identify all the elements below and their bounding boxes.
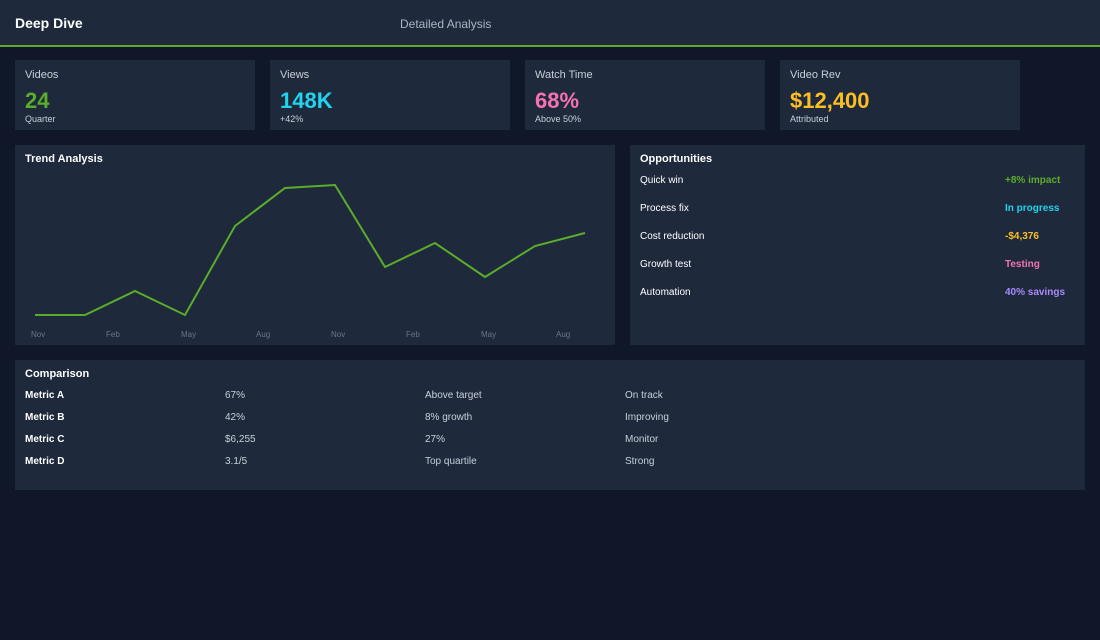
x-tick-label: May xyxy=(481,330,496,339)
comparison-cell: Metric A xyxy=(25,390,65,401)
kpi-label: Video Rev xyxy=(790,69,841,81)
comparison-cell: 3.1/5 xyxy=(225,456,248,467)
comparison-title: Comparison xyxy=(25,368,90,380)
kpi-card: Watch Time 68% Above 50% xyxy=(525,60,765,130)
opportunity-label: Cost reduction xyxy=(640,231,705,242)
opportunity-label: Growth test xyxy=(640,259,692,270)
kpi-value: 68% xyxy=(535,88,580,113)
x-tick-label: Feb xyxy=(106,330,120,339)
comparison-cell: 42% xyxy=(225,412,246,423)
comparison-cell: Top quartile xyxy=(425,456,477,467)
trend-panel: Trend Analysis Nov Feb May Aug Nov Feb May Aug xyxy=(15,145,615,345)
opportunity-label: Quick win xyxy=(640,175,684,186)
kpi-card: Views 148K +42% xyxy=(270,60,510,130)
comparison-cell: Metric B xyxy=(25,412,65,423)
opportunity-row: Growth test Testing xyxy=(640,259,1075,270)
header: Deep Dive Detailed Analysis xyxy=(0,0,1100,47)
opportunities-title: Opportunities xyxy=(640,153,713,165)
x-tick-label: Aug xyxy=(556,330,570,339)
comparison-cell: 8% growth xyxy=(425,412,473,423)
trend-line xyxy=(35,183,586,317)
x-tick-label: Nov xyxy=(331,330,345,339)
opportunity-status: -$4,376 xyxy=(1005,231,1039,242)
header-title: Deep Dive xyxy=(15,15,83,31)
kpi-card: Videos 24 Quarter xyxy=(15,60,255,130)
opportunity-label: Automation xyxy=(640,287,691,298)
kpi-value: 24 xyxy=(25,88,50,113)
opportunity-status: In progress xyxy=(1005,203,1060,214)
x-tick-label: Aug xyxy=(256,330,270,339)
x-tick-label: Nov xyxy=(31,330,45,339)
kpi-note: Attributed xyxy=(790,114,829,124)
opportunities-panel: Opportunities Quick win +8% impact Process… xyxy=(630,145,1085,345)
kpi-note: +42% xyxy=(280,114,304,124)
opportunity-row: Cost reduction -$4,376 xyxy=(640,231,1075,242)
kpi-label: Views xyxy=(280,69,310,81)
comparison-cell: Above target xyxy=(425,390,482,401)
kpi-note: Above 50% xyxy=(535,114,582,124)
opportunity-row: Quick win +8% impact xyxy=(640,175,1075,186)
opportunity-status: +8% impact xyxy=(1005,175,1061,186)
opportunity-row: Automation 40% savings xyxy=(640,287,1075,298)
comparison-cell: Monitor xyxy=(625,434,659,445)
kpi-card: Video Rev $12,400 Attributed xyxy=(780,60,1020,130)
kpi-value: $12,400 xyxy=(790,88,870,113)
comparison-cell: On track xyxy=(625,390,663,401)
opportunity-status: Testing xyxy=(1005,259,1040,270)
comparison-cell: Metric D xyxy=(25,456,65,467)
kpi-note: Quarter xyxy=(25,114,56,124)
x-tick-label: May xyxy=(181,330,196,339)
opportunity-status: 40% savings xyxy=(1005,287,1066,298)
comparison-cell: Metric C xyxy=(25,434,65,445)
header-subtitle: Detailed Analysis xyxy=(400,17,492,31)
opportunity-row: Process fix In progress xyxy=(640,203,1075,214)
comparison-cell: Improving xyxy=(625,412,669,423)
comparison-cell: Strong xyxy=(625,456,655,467)
comparison-panel: Comparison Metric A 67% Above target On tra… xyxy=(15,360,1085,490)
kpi-label: Watch Time xyxy=(535,69,593,81)
comparison-cell: 27% xyxy=(425,434,446,445)
x-tick-label: Feb xyxy=(406,330,420,339)
comparison-cell: $6,255 xyxy=(225,434,256,445)
kpi-label: Videos xyxy=(25,69,59,81)
trend-title: Trend Analysis xyxy=(25,153,103,165)
kpi-value: 148K xyxy=(280,88,333,113)
opportunity-label: Process fix xyxy=(640,203,689,214)
comparison-cell: 67% xyxy=(225,390,246,401)
trend-chart: Nov Feb May Aug Nov Feb May Aug xyxy=(31,183,586,339)
